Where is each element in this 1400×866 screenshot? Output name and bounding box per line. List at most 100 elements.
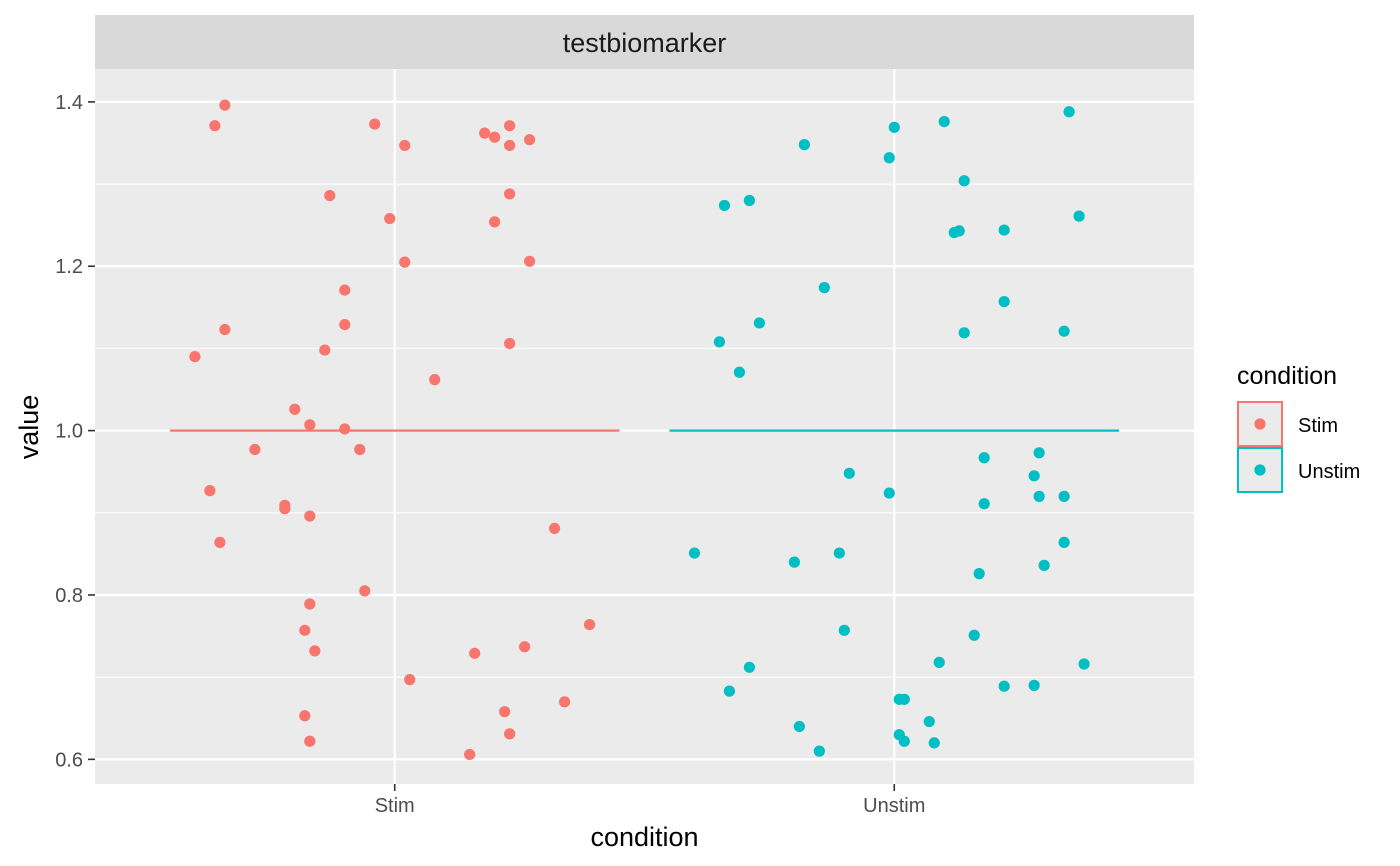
data-point-stim bbox=[299, 710, 311, 722]
data-point-stim bbox=[204, 485, 216, 497]
legend-title: condition bbox=[1237, 362, 1337, 390]
data-point-stim bbox=[189, 351, 201, 363]
data-point-stim bbox=[339, 284, 351, 296]
y-tick-label: 1.2 bbox=[55, 256, 83, 278]
data-point-stim bbox=[489, 216, 501, 228]
data-point-stim bbox=[369, 118, 381, 130]
y-axis: 0.6 0.8 1.0 1.2 1.4 bbox=[55, 92, 95, 771]
data-point-stim bbox=[219, 99, 231, 111]
data-point-unstim bbox=[928, 737, 940, 749]
data-point-stim bbox=[479, 127, 491, 139]
legend-marker-unstim bbox=[1254, 464, 1266, 476]
data-point-stim bbox=[339, 423, 351, 435]
data-point-unstim bbox=[1073, 210, 1085, 222]
data-point-stim bbox=[399, 256, 411, 268]
data-point-stim bbox=[524, 134, 536, 146]
legend-label-unstim: Unstim bbox=[1298, 461, 1360, 483]
data-point-unstim bbox=[998, 295, 1010, 308]
data-point-stim bbox=[309, 645, 321, 657]
data-point-unstim bbox=[718, 199, 731, 212]
data-point-stim bbox=[304, 510, 316, 522]
x-axis: Stim Unstim bbox=[375, 784, 925, 817]
data-point-stim bbox=[304, 419, 316, 431]
x-tick-label: Unstim bbox=[863, 795, 925, 817]
data-point-stim bbox=[583, 618, 596, 631]
data-point-stim bbox=[548, 522, 561, 535]
data-point-unstim bbox=[933, 656, 945, 668]
data-point-stim bbox=[304, 735, 316, 747]
data-point-unstim bbox=[1038, 559, 1050, 571]
data-point-unstim bbox=[883, 487, 895, 499]
data-point-stim bbox=[558, 696, 571, 708]
data-point-stim bbox=[214, 536, 226, 548]
data-point-unstim bbox=[743, 194, 756, 207]
data-point-stim bbox=[499, 706, 511, 718]
y-tick-label: 0.8 bbox=[55, 585, 83, 607]
data-point-unstim bbox=[898, 693, 910, 705]
data-point-unstim bbox=[743, 661, 756, 673]
data-point-unstim bbox=[883, 152, 895, 164]
facet-strip bbox=[95, 15, 1194, 69]
data-point-unstim bbox=[1063, 106, 1075, 118]
data-point-unstim bbox=[1058, 490, 1070, 502]
data-point-stim bbox=[384, 212, 396, 225]
data-point-unstim bbox=[888, 121, 900, 133]
data-point-unstim bbox=[713, 336, 726, 348]
data-point-unstim bbox=[798, 139, 810, 151]
data-point-stim bbox=[219, 323, 231, 336]
x-tick-label: Stim bbox=[375, 795, 415, 817]
data-point-stim bbox=[469, 647, 481, 659]
data-point-stim bbox=[464, 748, 476, 761]
data-point-stim bbox=[404, 674, 416, 686]
data-point-unstim bbox=[813, 745, 825, 757]
data-point-unstim bbox=[898, 735, 910, 747]
data-point-unstim bbox=[838, 624, 850, 636]
data-point-unstim bbox=[1033, 447, 1045, 459]
data-point-unstim bbox=[833, 547, 845, 559]
data-point-unstim bbox=[818, 282, 830, 294]
data-point-stim bbox=[504, 337, 516, 350]
plot-panel bbox=[95, 69, 1194, 784]
y-axis-title: value bbox=[14, 395, 44, 460]
data-point-unstim bbox=[958, 327, 970, 339]
data-point-unstim bbox=[1078, 658, 1090, 670]
data-point-stim bbox=[324, 189, 336, 202]
data-point-unstim bbox=[688, 547, 701, 559]
data-point-stim bbox=[399, 139, 411, 152]
y-tick-label: 1.0 bbox=[55, 421, 83, 443]
data-point-stim bbox=[504, 188, 516, 200]
data-point-stim bbox=[289, 403, 301, 415]
data-point-unstim bbox=[843, 467, 855, 479]
data-point-unstim bbox=[998, 680, 1010, 692]
data-point-unstim bbox=[948, 226, 960, 239]
legend-marker-stim bbox=[1254, 418, 1266, 430]
data-points bbox=[189, 99, 1090, 761]
data-point-stim bbox=[429, 374, 441, 386]
data-point-stim bbox=[504, 728, 516, 740]
data-point-stim bbox=[209, 120, 221, 132]
data-point-unstim bbox=[978, 452, 990, 464]
x-axis-title: condition bbox=[590, 822, 698, 852]
data-point-stim bbox=[524, 255, 536, 267]
facet-title: testbiomarker bbox=[563, 28, 727, 58]
data-point-unstim bbox=[1033, 490, 1045, 502]
data-point-stim bbox=[339, 318, 351, 331]
data-point-unstim bbox=[958, 175, 970, 187]
data-point-stim bbox=[304, 598, 316, 610]
y-tick-label: 1.4 bbox=[55, 92, 83, 114]
data-point-unstim bbox=[1058, 536, 1070, 548]
data-point-stim bbox=[279, 503, 291, 515]
data-point-unstim bbox=[793, 720, 805, 733]
data-point-stim bbox=[489, 131, 501, 143]
data-point-unstim bbox=[733, 366, 746, 378]
data-point-unstim bbox=[1028, 679, 1040, 691]
data-point-unstim bbox=[788, 556, 800, 568]
data-point-unstim bbox=[723, 685, 736, 697]
y-tick-label: 0.6 bbox=[55, 749, 83, 771]
data-point-unstim bbox=[923, 715, 935, 728]
data-point-unstim bbox=[753, 317, 765, 329]
legend: condition Stim Unstim bbox=[1237, 362, 1360, 493]
data-point-unstim bbox=[1058, 325, 1070, 337]
data-point-unstim bbox=[1028, 470, 1040, 482]
